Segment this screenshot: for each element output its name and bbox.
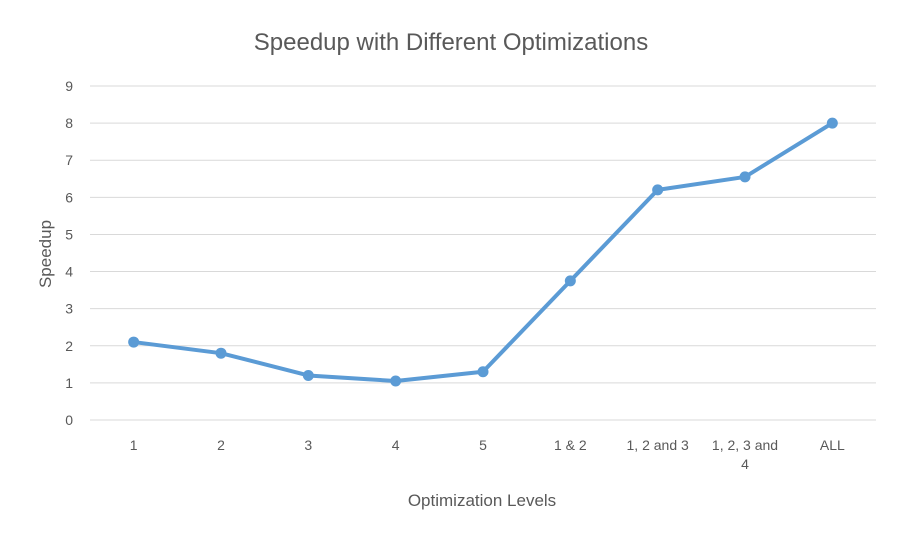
y-axis-ticks: 0 1 2 3 4 5 6 7 8 9 — [65, 78, 73, 428]
data-point — [390, 375, 402, 387]
x-tick-label: 5 — [479, 437, 487, 453]
series-layer — [128, 117, 838, 387]
y-tick-label: 5 — [65, 226, 73, 242]
x-tick-label: 2 — [217, 437, 225, 453]
x-tick-label: 1, 2 and 3 — [627, 437, 689, 453]
y-tick-label: 0 — [65, 412, 73, 428]
x-tick-label: 3 — [304, 437, 312, 453]
data-point — [477, 366, 489, 378]
data-point — [302, 369, 314, 381]
y-tick-label: 8 — [65, 115, 73, 131]
y-tick-label: 6 — [65, 189, 73, 205]
x-tick-label: ALL — [820, 437, 845, 453]
y-tick-label: 3 — [65, 301, 73, 317]
chart-title: Speedup with Different Optimizations — [254, 29, 648, 56]
x-tick-label: 1 — [130, 437, 138, 453]
data-point — [739, 171, 751, 183]
data-point — [652, 184, 664, 196]
data-point — [215, 347, 227, 359]
gridlines — [90, 85, 876, 421]
x-tick-label: 1, 2, 3 and 4 — [712, 437, 778, 472]
y-tick-label: 9 — [65, 78, 73, 94]
x-tick-label: 1 & 2 — [554, 437, 587, 453]
data-point — [564, 275, 576, 287]
x-tick-label: 4 — [392, 437, 400, 453]
y-axis-title: Speedup — [36, 220, 55, 288]
x-axis-title: Optimization Levels — [408, 491, 556, 510]
y-tick-label: 2 — [65, 338, 73, 354]
series-line — [131, 121, 835, 384]
y-tick-label: 1 — [65, 375, 73, 391]
data-point — [826, 117, 838, 129]
data-point — [128, 336, 140, 348]
y-tick-label: 7 — [65, 152, 73, 168]
y-tick-label: 4 — [65, 264, 73, 280]
x-axis-ticks: 1 2 3 4 5 1 & 2 1, 2 and 3 1, 2, 3 and 4 ALL — [130, 437, 845, 472]
